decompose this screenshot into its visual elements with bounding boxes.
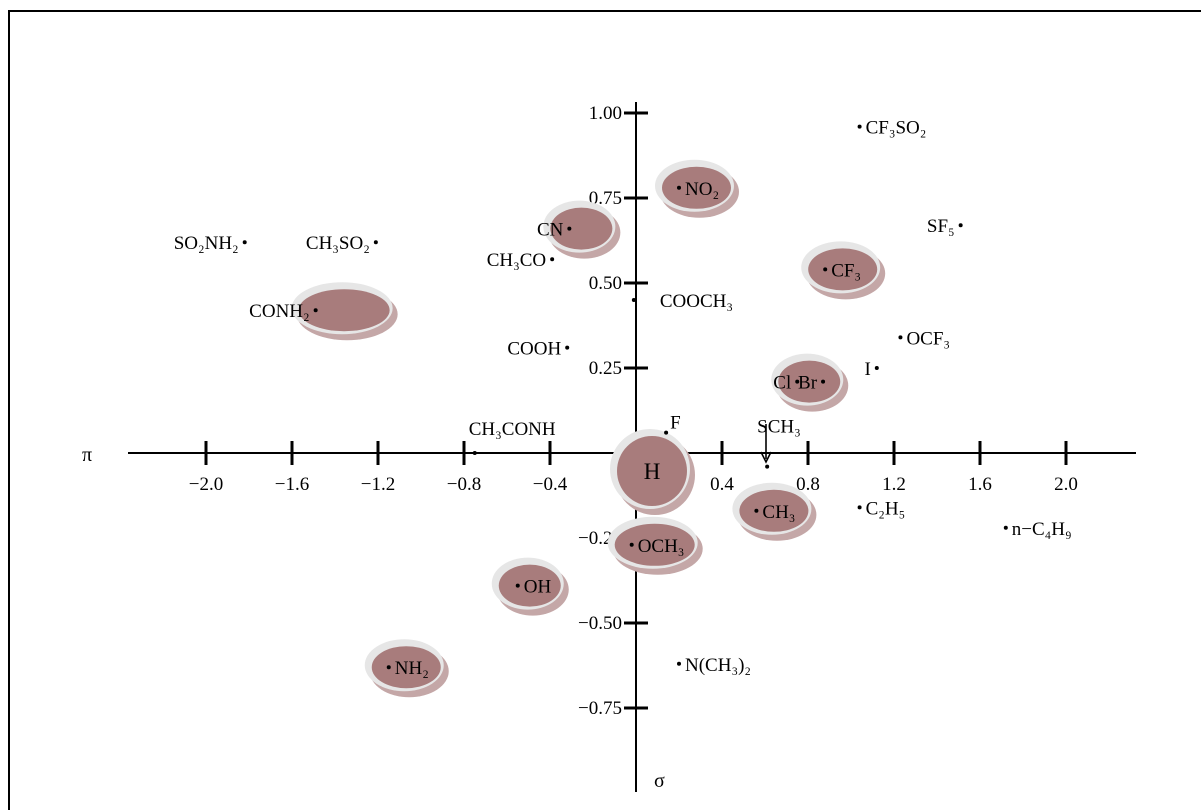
point-label-n-c4h9: n−C₄H₉ [1012,519,1072,540]
point-ch3co [550,257,555,262]
y-tick-label: −0.75 [578,698,622,719]
point-cf3 [823,267,828,272]
highlight-ellipse-och3 [614,523,695,566]
point-c2h5 [857,505,862,510]
x-tick-label: 1.6 [968,474,992,495]
highlight-ellipse-cn [550,207,613,250]
point-no2 [677,185,681,190]
point-label-och3: OCH₃ [638,536,685,557]
y-tick-label: 1.00 [589,103,622,124]
y-tick-label: 0.50 [589,273,622,294]
x-tick-label: 2.0 [1054,474,1078,495]
x-tick-label: −1.2 [361,474,395,495]
point-ch3so2 [373,240,378,245]
point-label-cooh: COOH [507,339,561,360]
point-label-f: F [670,413,681,434]
point-label-cn: CN [537,220,564,241]
point-label-sch3: SCH₃ [757,417,801,438]
point-ch3conh [472,451,477,455]
highlight-ellipse-h [617,436,687,506]
point-label-br: Br [798,373,818,394]
point-label-ch3conh: CH₃CONH [469,419,556,440]
point-br [821,379,826,384]
point-ch3 [754,508,759,513]
y-tick-label: −0.50 [578,613,622,634]
point-cn [567,226,572,231]
point-conh2 [313,308,318,313]
x-tick-label: 0.8 [796,474,820,495]
annotations [760,424,772,464]
x-tick-label: −1.6 [275,474,309,495]
point-label-sf5: SF₅ [927,216,955,237]
point-nh2 [386,665,391,670]
y-tick-label: 0.25 [589,358,622,379]
highlight-ellipse-conh2 [298,289,390,332]
point-label-conh2: CONH₂ [249,301,309,322]
point-so2nh2 [242,240,247,245]
sch3-arrow-head [760,451,772,464]
point-cooh [565,345,570,350]
point-label-c2h5: C₂H₅ [866,498,906,519]
point-cooch3 [631,298,636,302]
point-label-so2nh2: SO₂NH₂ [174,233,239,254]
y-tick-label: 0.75 [589,188,622,209]
highlight-ellipse-oh [498,564,561,607]
point-cl [795,379,800,384]
figure-frame [8,10,1201,810]
point-label-cooch3: COOCH₃ [660,291,733,312]
point-label-nh2: NH₂ [395,658,429,679]
point-cf3so2 [857,124,862,129]
point-label-cf3so2: CF₃SO₂ [866,118,927,139]
point-sch3 [765,464,770,469]
point-label-h: H [644,459,661,484]
point-label-i: I [864,359,870,380]
point-ocf3 [898,335,903,340]
point-label-cf3: CF₃ [831,260,861,281]
point-label-ocf3: OCF₃ [906,328,950,349]
y-ticks: 1.000.750.500.25−0.25−0.50−0.75 [578,103,648,719]
x-tick-label: −2.0 [189,474,223,495]
y-axis-title: σ [654,770,665,792]
x-tick-label: −0.4 [533,474,568,495]
highlight-ellipse-cf3 [808,248,878,291]
highlight-ellipse-ch3 [739,489,809,532]
highlight-ellipse-no2 [662,166,731,209]
point-n-c4h9 [1003,525,1008,530]
point-och3 [629,542,634,547]
x-axis-title: π [82,444,92,466]
point-f [664,430,669,435]
point-label-cl: Cl [773,373,791,394]
data-points: SO₂NH₂ CH₃SO₂ CH₃CO CN NO₂ CONH₂ COOCH₃ COOH CF₃… [174,118,1072,680]
point-n-ch3-2 [677,661,681,666]
point-label-oh: OH [524,577,552,598]
x-ticks: −2.0 −1.6 −1.2 −0.8 −0.4 0.4 0.8 1.2 1.6 2.0 [189,441,1078,495]
x-tick-label: 1.2 [882,474,906,495]
point-label-n-ch3-2: N(CH₃)₂ [685,655,751,676]
x-tick-label: −0.8 [447,474,481,495]
point-label-ch3so2: CH₃SO₂ [306,233,370,254]
highlight-ellipses [291,159,886,698]
highlight-ellipse-cl [778,360,841,403]
point-label-ch3: CH₃ [762,502,795,523]
point-oh [515,583,520,588]
point-label-no2: NO₂ [685,179,719,200]
point-sf5 [958,223,963,228]
x-tick-label: 0.4 [710,474,734,495]
point-i [874,366,879,370]
highlight-ellipse-nh2 [371,646,441,689]
point-label-ch3co: CH₃CO [487,250,546,271]
